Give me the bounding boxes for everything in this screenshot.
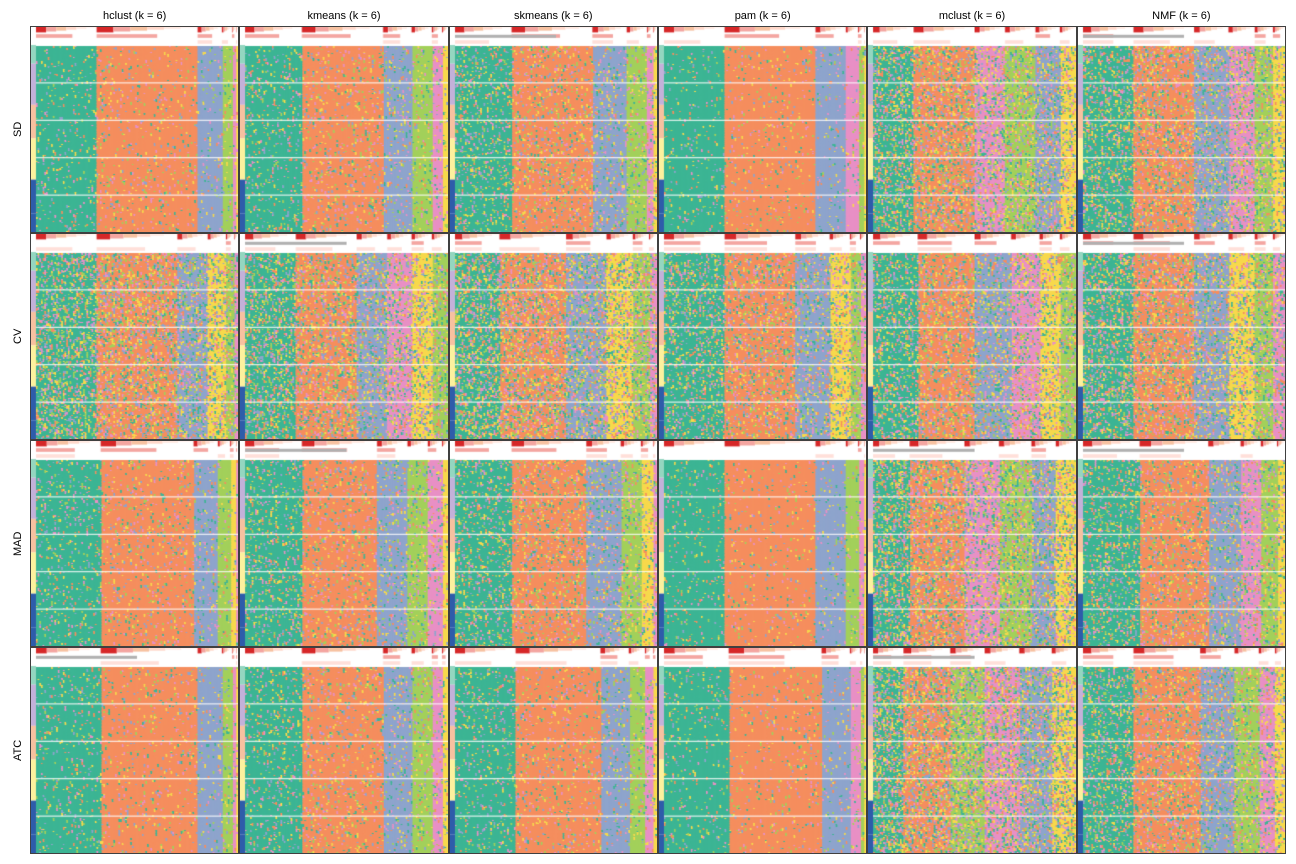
heatmap-canvas: [240, 648, 447, 853]
heatmap-canvas: [31, 648, 238, 853]
heatmap-panel-SD_kmeans: [239, 26, 448, 233]
heatmap-panel-CV_pam: [658, 233, 867, 440]
heatmap-canvas: [450, 441, 657, 646]
row-label: SD: [12, 26, 24, 233]
heatmap-panel-SD_hclust: [30, 26, 239, 233]
heatmap-canvas: [868, 441, 1075, 646]
heatmap-canvas: [1078, 27, 1285, 232]
col-header: mclust (k = 6): [867, 10, 1076, 22]
heatmap-canvas: [240, 27, 447, 232]
heatmap-canvas: [659, 441, 866, 646]
heatmap-canvas: [240, 441, 447, 646]
heatmap-panel-ATC_pam: [658, 647, 867, 854]
heatmap-canvas: [659, 234, 866, 439]
row-label: CV: [12, 233, 24, 440]
heatmap-grid-figure: hclust (k = 6)kmeans (k = 6)skmeans (k =…: [10, 10, 1286, 854]
heatmap-panel-SD_skmeans: [449, 26, 658, 233]
heatmap-canvas: [659, 648, 866, 853]
heatmap-panel-CV_hclust: [30, 233, 239, 440]
row-label: MAD: [12, 440, 24, 647]
heatmap-panel-ATC_kmeans: [239, 647, 448, 854]
heatmap-canvas: [1078, 234, 1285, 439]
heatmap-panel-ATC_skmeans: [449, 647, 658, 854]
heatmap-canvas: [868, 27, 1075, 232]
panel-grid: [30, 26, 1286, 854]
heatmap-canvas: [868, 234, 1075, 439]
heatmap-panel-CV_NMF: [1077, 233, 1286, 440]
heatmap-canvas: [659, 27, 866, 232]
heatmap-canvas: [450, 27, 657, 232]
col-header: pam (k = 6): [658, 10, 867, 22]
heatmap-panel-MAD_mclust: [867, 440, 1076, 647]
heatmap-panel-CV_kmeans: [239, 233, 448, 440]
heatmap-canvas: [31, 234, 238, 439]
heatmap-panel-MAD_hclust: [30, 440, 239, 647]
col-header: hclust (k = 6): [30, 10, 239, 22]
col-header: NMF (k = 6): [1077, 10, 1286, 22]
heatmap-panel-MAD_pam: [658, 440, 867, 647]
heatmap-panel-MAD_skmeans: [449, 440, 658, 647]
heatmap-canvas: [240, 234, 447, 439]
heatmap-canvas: [450, 648, 657, 853]
heatmap-panel-ATC_NMF: [1077, 647, 1286, 854]
col-header: skmeans (k = 6): [449, 10, 658, 22]
row-label: ATC: [12, 647, 24, 854]
heatmap-panel-CV_mclust: [867, 233, 1076, 440]
heatmap-canvas: [450, 234, 657, 439]
heatmap-panel-MAD_NMF: [1077, 440, 1286, 647]
heatmap-panel-SD_mclust: [867, 26, 1076, 233]
heatmap-panel-MAD_kmeans: [239, 440, 448, 647]
col-header: kmeans (k = 6): [239, 10, 448, 22]
heatmap-canvas: [1078, 441, 1285, 646]
heatmap-canvas: [868, 648, 1075, 853]
heatmap-panel-ATC_mclust: [867, 647, 1076, 854]
heatmap-panel-SD_NMF: [1077, 26, 1286, 233]
heatmap-panel-SD_pam: [658, 26, 867, 233]
heatmap-panel-CV_skmeans: [449, 233, 658, 440]
heatmap-canvas: [31, 441, 238, 646]
heatmap-panel-ATC_hclust: [30, 647, 239, 854]
heatmap-canvas: [1078, 648, 1285, 853]
heatmap-canvas: [31, 27, 238, 232]
